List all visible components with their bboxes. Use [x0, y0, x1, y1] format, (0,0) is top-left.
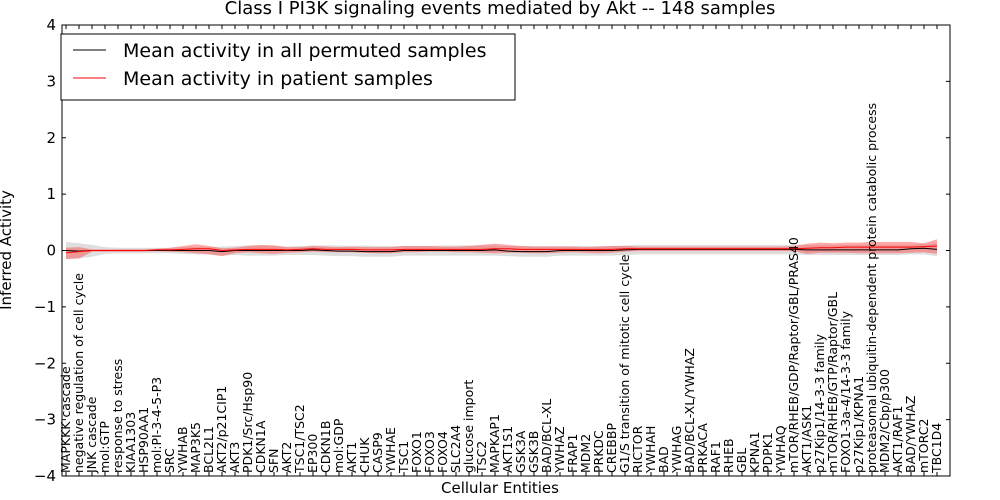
x-tick-label: mol:GTP: [97, 421, 112, 473]
y-axis-label: Inferred Activity: [0, 190, 15, 310]
y-tick-label: 4: [46, 16, 56, 34]
x-tick-label: AKT2/p21CIP1: [214, 386, 229, 473]
x-tick-label: BAD/BCL-XL: [539, 399, 554, 473]
x-tick-label: MDM2/Cbp/p300: [877, 369, 892, 473]
y-tick-label: 0: [46, 242, 56, 260]
x-tick-label: YWHAH: [643, 426, 658, 474]
y-tick-label: −1: [34, 298, 56, 316]
x-tick-label: YWHAG: [669, 426, 684, 474]
x-tick-label: glucose import: [461, 380, 476, 473]
x-tick-label: p27Kip1/KPNA1: [851, 376, 866, 473]
x-tick-label: MAPKAP1: [487, 414, 502, 473]
x-tick-label: FOXO4: [435, 431, 450, 473]
x-tick-label: TSC1/TSC2: [292, 404, 307, 474]
x-tick-label: EP300: [305, 434, 320, 473]
plot-frame: [61, 24, 951, 477]
x-tick-label: mol:GDP: [331, 418, 346, 473]
x-tick-label: PRKACA: [695, 423, 710, 473]
y-tick-label: −2: [34, 354, 56, 372]
x-tick-label: MDM2: [578, 434, 593, 473]
x-tick-label: SRC: [162, 448, 177, 473]
x-tick-label: AKT1: [344, 442, 359, 473]
x-tick-label: PRKDC: [591, 430, 606, 473]
x-tick-label: HSP90AA1: [136, 407, 151, 473]
x-tick-label: mTOR/RHEB/GDP/Raptor/GBL/PRAS40: [786, 237, 801, 473]
x-tick-label: BAD/YWHAZ: [903, 396, 918, 473]
x-tick-label: mTOR/RHEB/GTP/Raptor/GBL: [825, 292, 840, 473]
x-tick-label: GSK3A: [513, 430, 528, 473]
legend-box: [60, 33, 516, 101]
line-permuted: [65, 247, 938, 253]
x-tick-label: YWHAE: [383, 427, 398, 474]
x-tick-label: PDPK1: [760, 432, 775, 473]
y-tick-label: −3: [34, 411, 56, 429]
x-tick-label: FOXO1-3a-4/14-3-3 family: [838, 310, 853, 473]
x-tick-label: proteasomal ubiquitin-dependent protein …: [864, 103, 879, 473]
x-tick-label: RICTOR: [630, 425, 645, 473]
x-tick-label: MAP3K5: [188, 422, 203, 473]
chart-title: Class I PI3K signaling events mediated b…: [225, 0, 776, 19]
series-lines: [65, 245, 938, 254]
x-tick-label: FRAP1: [565, 434, 580, 473]
x-tick-label: AKT1/RAF1: [890, 406, 905, 473]
x-tick-label: SFN: [266, 449, 281, 473]
x-tick-label: RHEB: [721, 438, 736, 473]
x-tick-label: RAF1: [708, 441, 723, 473]
x-tick-label: FOXO1: [409, 431, 424, 473]
y-tick-label: 2: [46, 129, 56, 147]
x-tick-label: BAD: [656, 446, 671, 473]
x-tick-label: negative regulation of cell cycle: [71, 273, 86, 473]
x-tick-label: CHUK: [357, 437, 372, 473]
y-ticks: 4 3 2 1 0 −1 −2 −3 −4: [34, 16, 950, 485]
x-tick-label: KPNA1: [747, 431, 762, 473]
x-tick-label: TSC2: [474, 441, 489, 474]
x-tick-label: G1/S transition of mitotic cell cycle: [617, 254, 632, 473]
x-tick-label: TBC1D4: [929, 423, 944, 474]
x-tick-label: SLC2A4: [448, 425, 463, 473]
x-tick-label: CDKN1B: [318, 421, 333, 473]
x-tick-label: AKT1S1: [500, 426, 515, 473]
legend: Mean activity in all permuted samples Mea…: [60, 33, 516, 101]
x-tick-label: BAD/BCL-XL/YWHAZ: [682, 348, 697, 473]
x-tick-label: CREBBP: [604, 423, 619, 473]
x-tick-label: mol:PI-3-4-5-P3: [149, 377, 164, 473]
x-tick-label: TSC1: [396, 441, 411, 474]
x-tick-label: YWHAZ: [552, 426, 567, 474]
y-tick-label: 1: [46, 185, 56, 203]
x-tick-label: response to stress: [110, 359, 125, 473]
x-tick-label: GBL: [734, 448, 749, 473]
x-tick-label: YWHAB: [175, 426, 190, 474]
line-patient: [65, 245, 938, 254]
x-axis-label: Cellular Entities: [441, 479, 559, 497]
x-tick-label: mTORC2: [916, 419, 931, 473]
x-tick-label: KIAA1303: [123, 412, 138, 473]
x-tick-label: JNK cascade: [84, 396, 99, 474]
x-tick-label: PDK1/Src/Hsp90: [240, 372, 255, 473]
legend-label: Mean activity in patient samples: [123, 68, 433, 90]
x-tick-label: AKT1/ASK1: [799, 405, 814, 473]
x-tick-label: AKT3: [227, 442, 242, 473]
x-tick-label: AKT2: [279, 442, 294, 473]
x-tick-label: BCL2L1: [201, 426, 216, 473]
x-tick-label: p27Kip1/14-3-3 family: [812, 333, 827, 473]
legend-label: Mean activity in all permuted samples: [123, 40, 486, 62]
x-tick-label: YWHAQ: [773, 425, 788, 474]
x-tick-label: GSK3B: [526, 431, 541, 473]
x-tick-label: CASP9: [370, 432, 385, 473]
x-tick-label: FOXO3: [422, 431, 437, 473]
y-tick-label: 3: [46, 72, 56, 90]
y-tick-label: −4: [34, 467, 56, 485]
x-tick-label: CDKN1A: [253, 420, 268, 473]
